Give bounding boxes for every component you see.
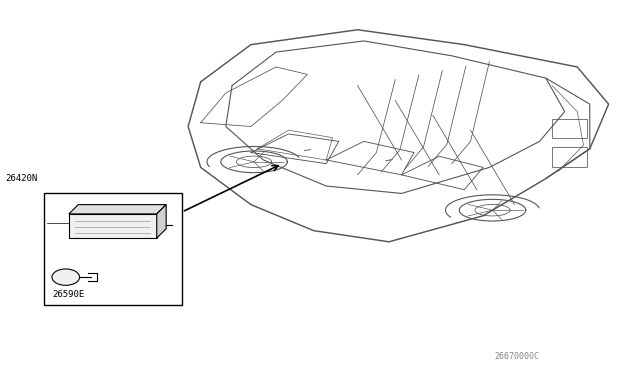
Text: 26420N: 26420N	[5, 174, 38, 183]
Bar	[69, 214, 157, 238]
Polygon shape	[157, 205, 166, 238]
Circle shape	[52, 269, 79, 285]
Polygon shape	[69, 205, 166, 214]
Bar	[552, 119, 587, 138]
Bar	[552, 147, 587, 167]
Bar	[44, 193, 182, 305]
Text: 26670000C: 26670000C	[495, 352, 540, 361]
Text: 26590E: 26590E	[52, 290, 85, 299]
